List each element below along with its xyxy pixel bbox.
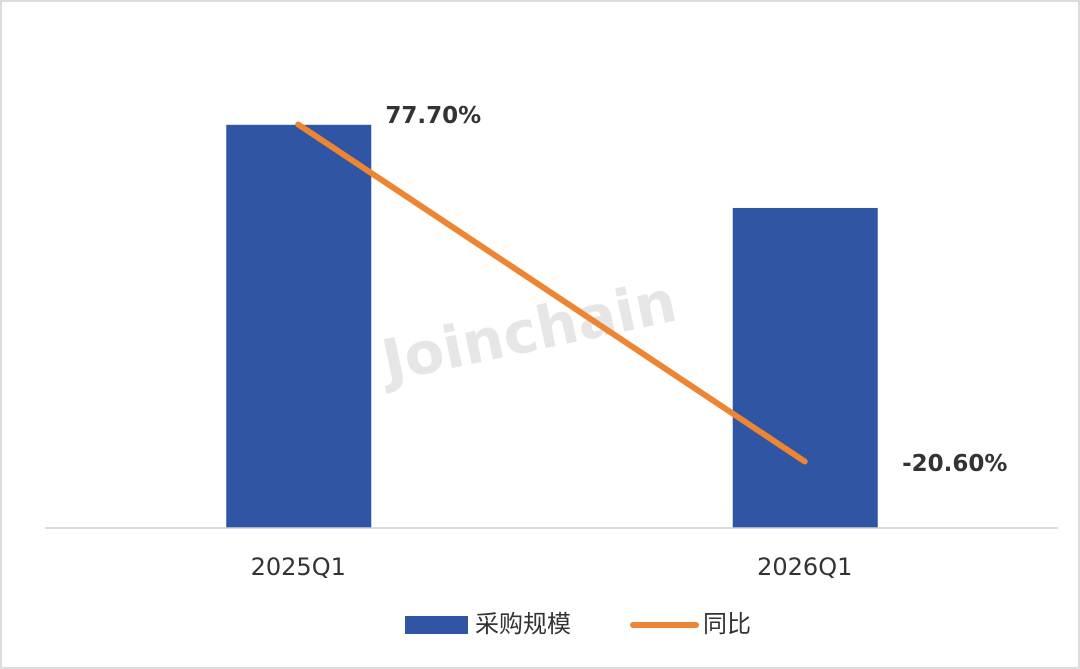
x-tick-label: 2026Q1 (757, 553, 852, 581)
data-label: 77.70% (385, 103, 481, 129)
legend-swatch (405, 616, 468, 634)
bar (732, 207, 878, 528)
legend-label: 采购规模 (475, 610, 571, 638)
x-tick-label: 2025Q1 (251, 553, 346, 581)
legend-label: 同比 (703, 610, 751, 638)
bar (226, 124, 372, 529)
data-label: -20.60% (902, 451, 1007, 477)
line (295, 121, 808, 465)
